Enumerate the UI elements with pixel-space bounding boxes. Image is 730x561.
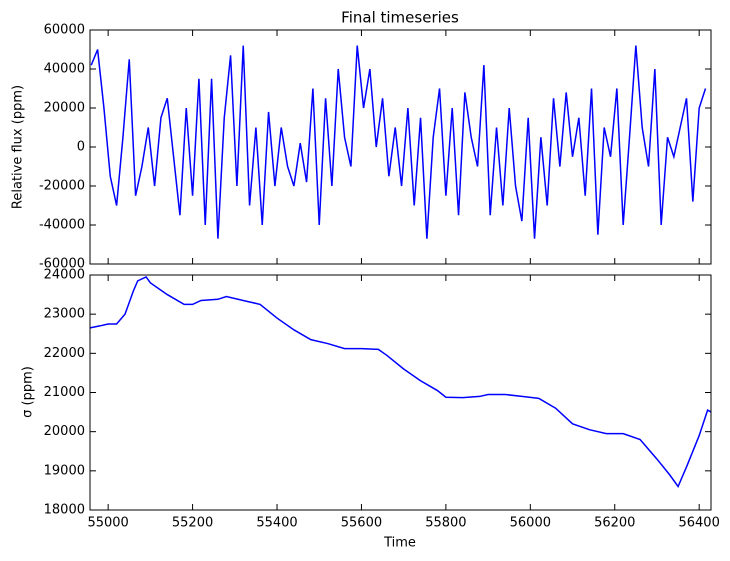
y-tick-label: 18000 bbox=[44, 503, 85, 518]
x-tick-label: 55200 bbox=[172, 516, 213, 531]
x-axis-label: Time bbox=[383, 536, 416, 551]
x-tick-label: 55600 bbox=[341, 516, 382, 531]
x-tick-label: 55000 bbox=[87, 516, 128, 531]
y-tick-label: 24000 bbox=[44, 268, 85, 283]
data-line bbox=[89, 276, 712, 489]
y-tick-label: 21000 bbox=[44, 385, 85, 400]
y-tick-label: 0 bbox=[77, 140, 85, 155]
y-tick-label: 20000 bbox=[44, 101, 85, 116]
x-tick-label: 55800 bbox=[425, 516, 466, 531]
y-tick-label: 23000 bbox=[44, 307, 85, 322]
y-tick-label: 60000 bbox=[44, 23, 85, 38]
plot-frame bbox=[89, 29, 712, 265]
data-line bbox=[90, 45, 707, 239]
y-axis-label: Relative flux (ppm) bbox=[11, 85, 26, 209]
plot-frame bbox=[89, 274, 712, 511]
y-tick-label: 19000 bbox=[44, 463, 85, 478]
x-tick-label: 56400 bbox=[678, 516, 719, 531]
y-tick-label: 22000 bbox=[44, 346, 85, 361]
y-tick-label: 40000 bbox=[44, 62, 85, 77]
x-tick-label: 56000 bbox=[510, 516, 551, 531]
y-axis-label: σ (ppm) bbox=[21, 366, 36, 418]
y-tick-label: -20000 bbox=[39, 179, 85, 194]
y-tick-label: 20000 bbox=[44, 424, 85, 439]
y-tick-label: -60000 bbox=[39, 257, 85, 272]
x-tick-label: 55400 bbox=[256, 516, 297, 531]
x-tick-label: 56200 bbox=[594, 516, 635, 531]
y-tick-label: -40000 bbox=[39, 218, 85, 233]
chart-title: Final timeseries bbox=[341, 9, 459, 27]
